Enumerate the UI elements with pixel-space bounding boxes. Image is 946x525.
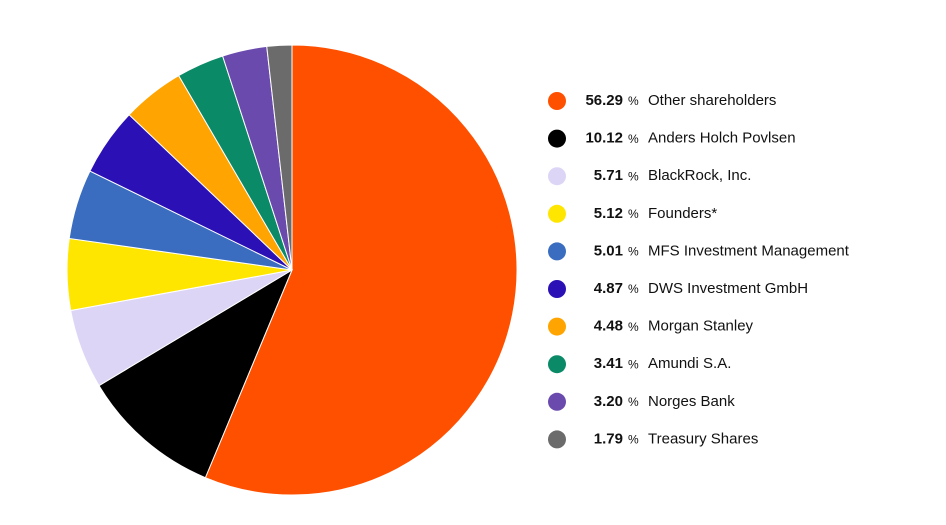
unit-label: % [628, 282, 639, 296]
pie-slice [98, 268, 294, 479]
pie-slice [266, 44, 293, 271]
unit-label: % [628, 94, 639, 108]
value-label: 4.87 [594, 280, 623, 297]
legend-swatch [548, 242, 566, 261]
legend-swatch [548, 92, 566, 110]
legend-label: Treasury Shares [648, 430, 758, 447]
value-label: 5.01 [594, 242, 623, 259]
unit-label: % [628, 169, 639, 183]
legend-label: BlackRock, Inc. [648, 167, 751, 184]
legend-label: Founders* [648, 205, 717, 222]
value-label: 1.79 [594, 430, 623, 447]
legend-swatch [548, 430, 566, 449]
legend-swatch [548, 129, 566, 148]
unit-label: % [628, 433, 639, 447]
pie-slice [204, 44, 518, 496]
legend-label: DWS Investment GmbH [648, 280, 808, 297]
legend-swatch [548, 355, 566, 374]
legend-label: Morgan Stanley [648, 318, 754, 335]
legend-label: MFS Investment Management [648, 242, 850, 259]
unit-label: % [628, 395, 639, 409]
value-label: 10.12 [585, 130, 623, 147]
unit-label: % [628, 132, 639, 146]
value-label: 56.29 [585, 92, 623, 109]
value-label: 3.41 [594, 355, 623, 372]
value-label: 4.48 [594, 318, 623, 335]
legend-label: Amundi S.A. [648, 355, 731, 372]
unit-label: % [628, 357, 639, 371]
unit-label: % [628, 245, 639, 259]
legend-swatch [548, 280, 566, 298]
value-label: 5.71 [594, 167, 623, 184]
legend-label: Norges Bank [648, 393, 735, 410]
unit-label: % [628, 320, 639, 334]
value-label: 5.12 [594, 205, 623, 222]
legend-swatch [548, 167, 566, 186]
legend-swatch [548, 317, 566, 336]
legend-swatch [548, 392, 566, 411]
legend-swatch [548, 204, 566, 223]
legend-label: Other shareholders [648, 92, 776, 109]
value-label: 3.20 [594, 393, 623, 410]
unit-label: % [628, 207, 639, 221]
legend-label: Anders Holch Povlsen [648, 130, 796, 147]
